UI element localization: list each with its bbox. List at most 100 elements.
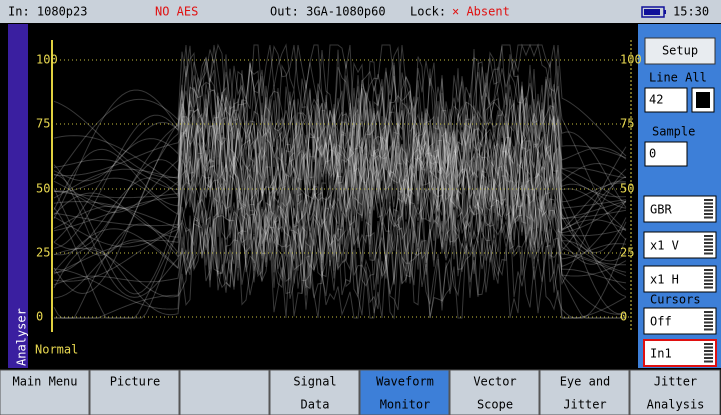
scale-label-left: 0 [36, 310, 43, 324]
selector-scroll [704, 346, 713, 349]
selector-scroll [704, 209, 713, 212]
trace-line [54, 128, 626, 319]
trace-line [53, 44, 627, 241]
lock-label: Lock: [410, 5, 446, 19]
trace-line [53, 122, 627, 237]
waveform-trace [53, 43, 627, 320]
menu-button[interactable] [0, 369, 90, 415]
selector-box[interactable] [643, 339, 717, 367]
selector-scroll [704, 350, 713, 352]
trace-line [53, 158, 627, 316]
trace-line [53, 72, 627, 202]
clock: 15:30 [673, 5, 709, 19]
scale-label-left: 75 [36, 117, 50, 131]
cursors-label: Cursors [650, 293, 701, 307]
selector-scroll [704, 213, 713, 215]
selector-scroll [704, 252, 713, 255]
trace-line [53, 60, 627, 191]
scale-label-right: 50 [620, 182, 634, 196]
scale-label-right: 0 [620, 310, 627, 324]
trace-line [53, 64, 627, 319]
trace-line [53, 75, 627, 275]
selector-scroll [704, 283, 713, 285]
separator [638, 368, 721, 370]
selector-value: x1 H [650, 273, 679, 287]
trace-line [53, 46, 627, 230]
menu-label: Vector [473, 375, 516, 389]
scale-label-left: 50 [36, 182, 50, 196]
trace-line [53, 54, 627, 227]
menu-button[interactable] [359, 369, 450, 415]
selector-scroll [704, 238, 713, 241]
selector-scroll [704, 276, 713, 278]
trace-line [53, 109, 627, 243]
output-format: Out: 3GA-1080p60 [270, 5, 386, 19]
trace-line [53, 94, 627, 319]
selector-value: Off [650, 315, 672, 329]
trace-line [53, 86, 627, 209]
trace-line [53, 43, 627, 273]
selector-scroll [704, 279, 713, 282]
sample-label: Sample [652, 125, 695, 139]
input-format: In: 1080p23 [8, 5, 87, 19]
scale-label-right: 100 [620, 53, 642, 67]
analyser-strip [8, 24, 28, 368]
trace-line [53, 60, 627, 288]
selector-scroll [704, 353, 713, 356]
selector-scroll [704, 325, 713, 327]
menu-button[interactable] [269, 369, 360, 415]
selector-scroll [704, 343, 713, 345]
trace-line [53, 115, 627, 237]
menu-button[interactable] [179, 369, 270, 415]
trace-line [53, 56, 627, 273]
trace-line [53, 115, 626, 275]
selector-value: In1 [650, 347, 672, 361]
menu-button[interactable] [449, 369, 540, 415]
menu-label: Jitter [563, 398, 606, 412]
trace-line [53, 44, 627, 289]
setup-button[interactable] [644, 37, 716, 65]
menu-label: Signal [293, 375, 336, 389]
analyser-label: Analyser [15, 308, 29, 366]
trace-line [53, 117, 627, 298]
setup-label: Setup [662, 44, 698, 58]
battery-level [644, 9, 660, 15]
line-value: 42 [649, 93, 663, 107]
trace-line [53, 187, 627, 319]
menu-button[interactable] [629, 369, 721, 415]
trace-line [53, 44, 627, 227]
selector-scroll [704, 269, 713, 271]
selector-scroll [704, 242, 713, 244]
selector-scroll [704, 249, 713, 251]
status-bar [0, 0, 721, 23]
trace-line [53, 100, 627, 319]
trace-line [53, 140, 627, 315]
selector-scroll [704, 328, 713, 331]
menu-button[interactable] [539, 369, 630, 415]
selector-value: x1 V [650, 239, 679, 253]
selector-scroll [704, 286, 713, 289]
selector-scroll [704, 314, 713, 317]
selector-scroll [704, 206, 713, 208]
scale-label-right: 25 [620, 246, 634, 260]
selector-scroll [704, 321, 713, 324]
trace-line [53, 79, 627, 262]
sample-input[interactable] [644, 141, 688, 167]
line-input[interactable] [644, 87, 688, 113]
selector-scroll [704, 311, 713, 313]
trace-line [53, 44, 627, 295]
selector-scroll [704, 202, 713, 205]
selector-scroll [704, 272, 713, 275]
line-label: Line All [649, 71, 707, 85]
trace-line [53, 45, 627, 256]
menu-button[interactable] [89, 369, 180, 415]
menu-label: Monitor [380, 398, 431, 412]
selector-value: GBR [650, 203, 672, 217]
trace-line [53, 51, 627, 268]
menu-label: Picture [110, 375, 161, 389]
menu-label: Waveform [376, 375, 434, 389]
lock-status: × Absent [452, 5, 510, 19]
line-all-check [696, 92, 710, 108]
selector-scroll [704, 357, 713, 359]
